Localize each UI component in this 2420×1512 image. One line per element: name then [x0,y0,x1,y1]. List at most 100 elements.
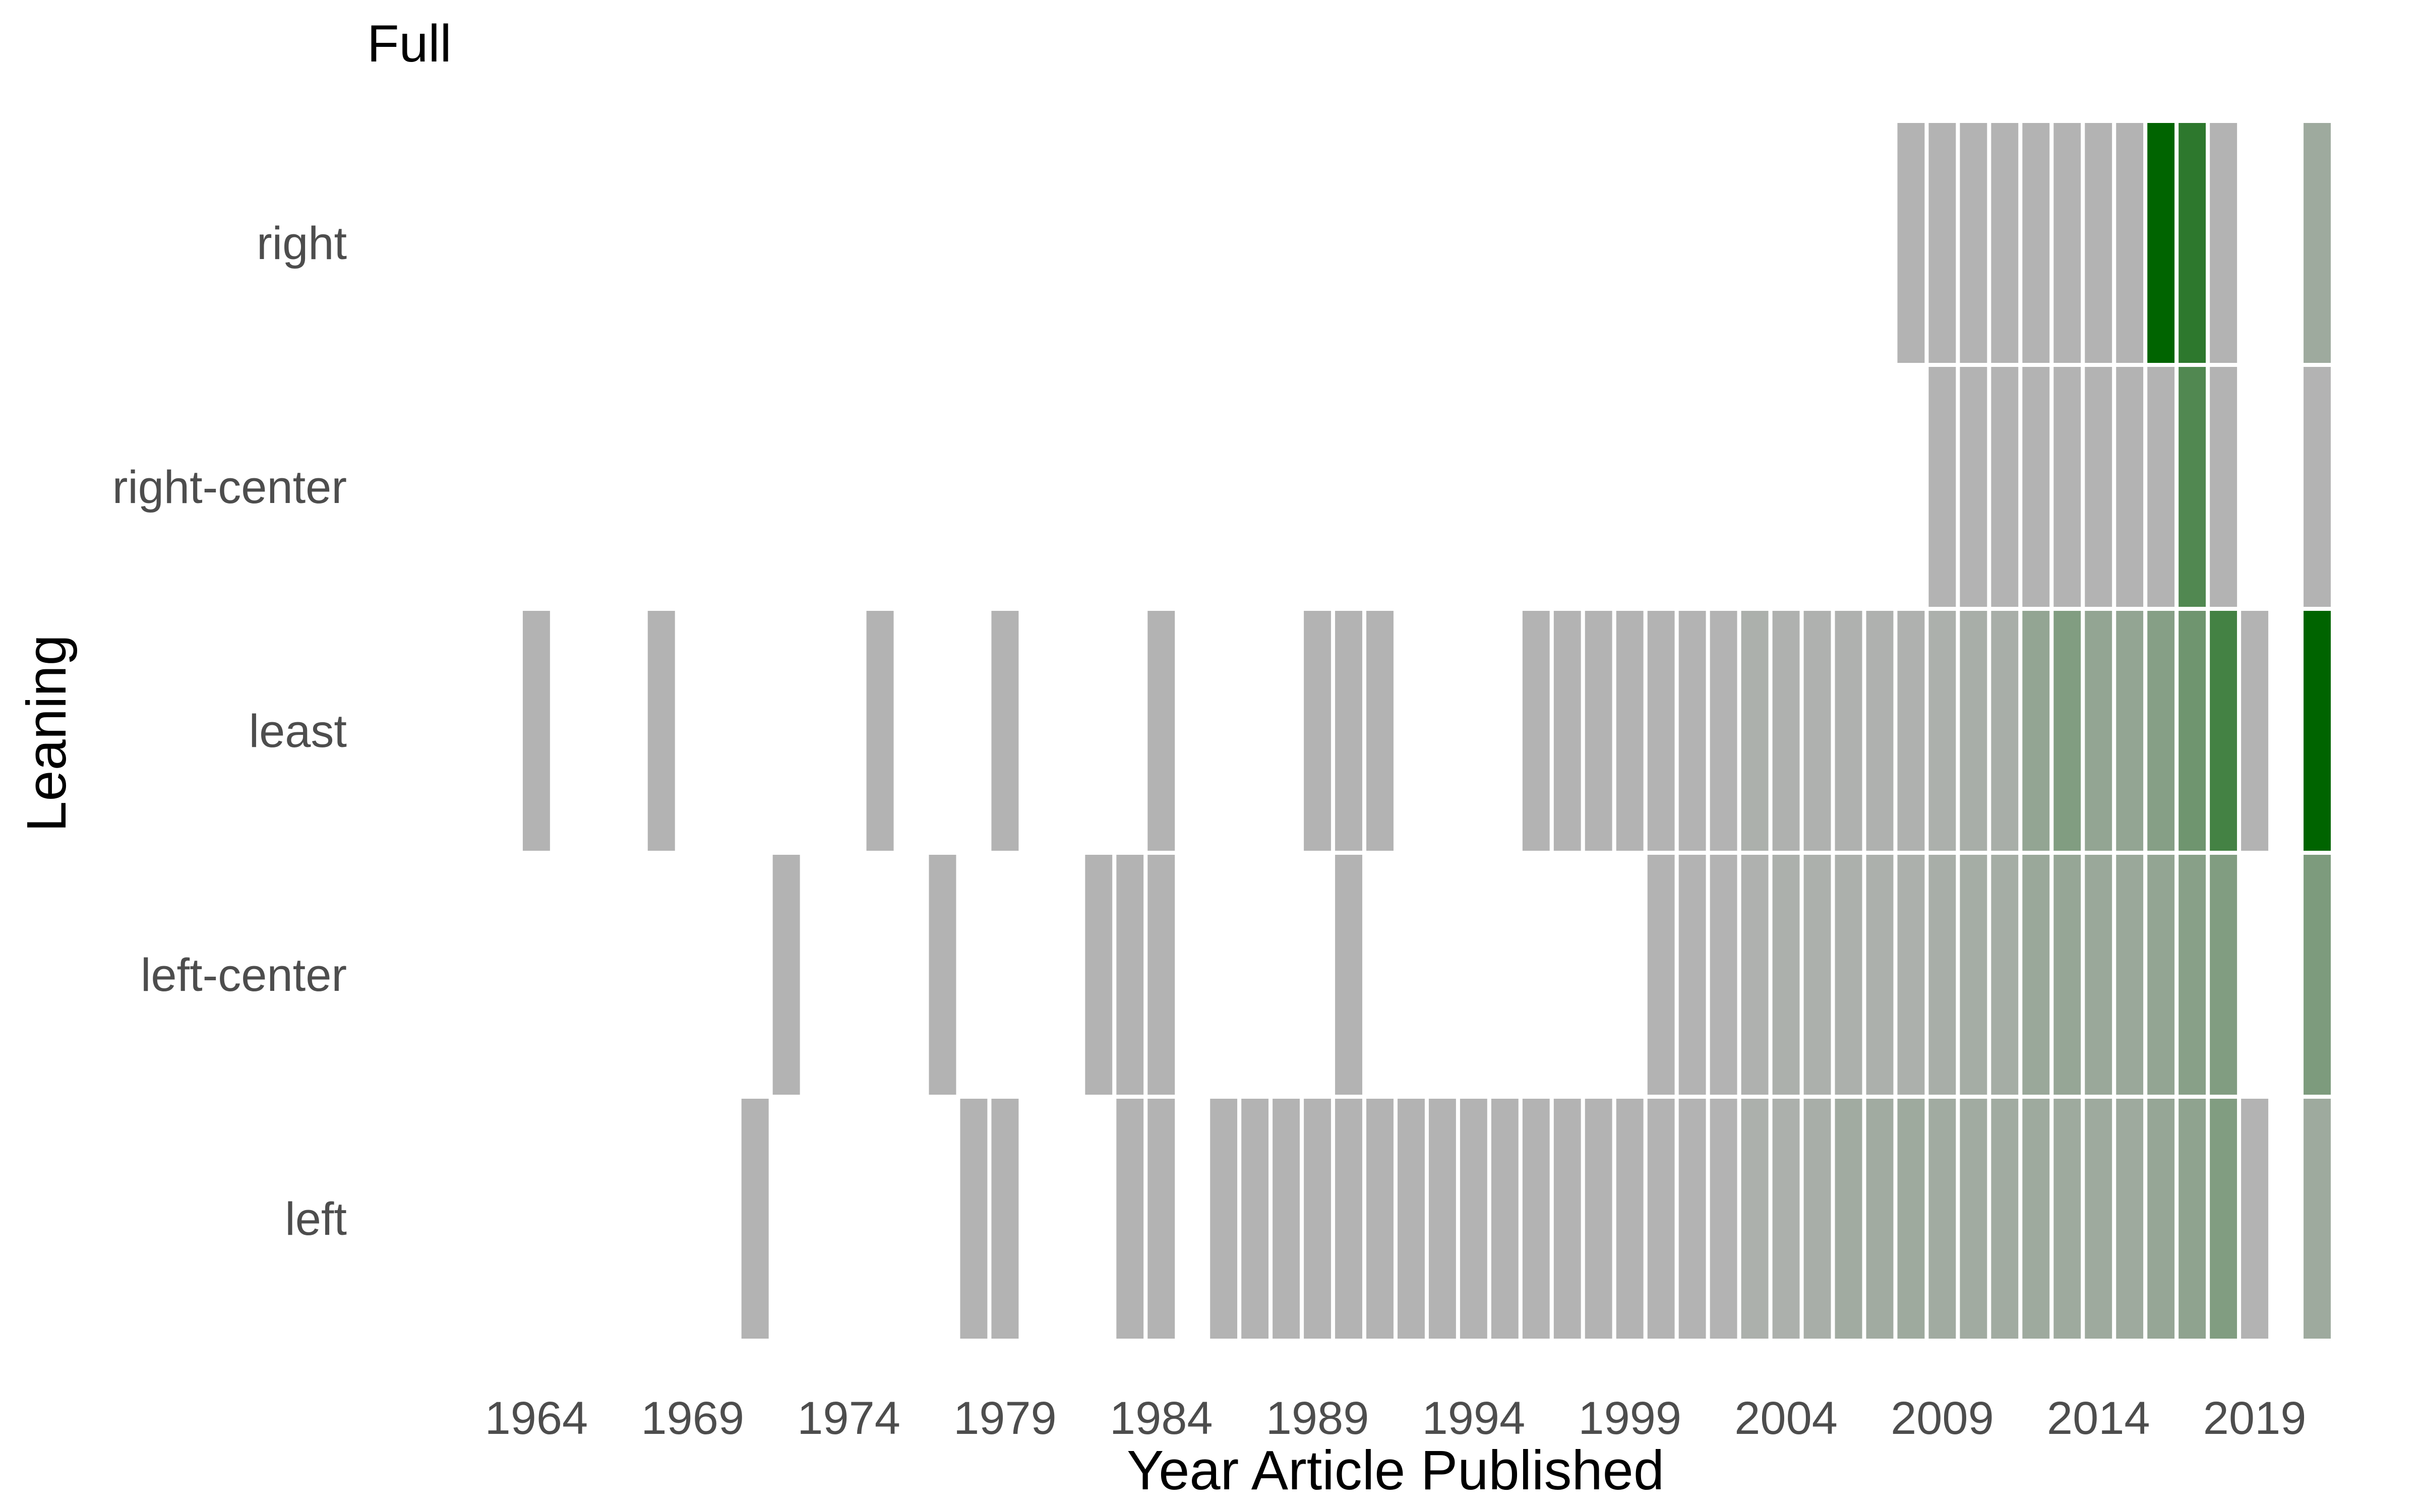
heatmap-cell-right-2008 [1893,119,1929,367]
heatmap-cell-left-2015 [2112,1095,2148,1343]
heatmap-cell-left-1988 [1268,1095,1304,1343]
heatmap-cell-least-1997 [1549,607,1585,855]
heatmap-cell-left-1994 [1456,1095,1491,1343]
x-tick-label-1964: 1964 [485,1393,588,1444]
heatmap-cell-left-center-1984 [1143,851,1179,1099]
heatmap-cell-left-2005 [1799,1095,1835,1343]
heatmap-cell-left-center-2015 [2112,851,2148,1099]
x-axis-ticks: 1964 1969 1974 1979 1984 1989 1994 1999 2004 2009… [485,1393,2307,1444]
heatmap-cell-least-1996 [1518,607,1554,855]
heatmap-cell-left-center-2007 [1862,851,1898,1099]
heatmap-cell-left-1987 [1237,1095,1273,1343]
heatmap-cell-right-2011 [1987,119,2023,367]
heatmap-cell-left-2017 [2174,1095,2210,1343]
heatmap-cell-right-2013 [2049,119,2085,367]
heatmap-cell-right-2009 [1924,119,1960,367]
heatmap-cell-least-2010 [1956,607,1991,855]
heatmap-cell-left-2004 [1768,1095,1804,1343]
x-tick-label-1999: 1999 [1578,1393,1681,1444]
heatmap-cell-right-2017 [2174,119,2210,367]
heatmap-cell-left-2009 [1924,1095,1960,1343]
heatmap-cell-left-2021 [2300,1095,2335,1343]
heatmap-cell-left-center-2002 [1706,851,1741,1099]
heatmap-cell-left-center-2006 [1831,851,1866,1099]
x-tick-label-2019: 2019 [2203,1393,2307,1444]
heatmap-cell-left-center-2021 [2300,851,2335,1099]
heatmap-cell-left-center-1977 [925,851,960,1099]
heatmap-cell-left-1986 [1206,1095,1242,1343]
heatmap-cell-left-1997 [1549,1095,1585,1343]
heatmap-cell-right-2018 [2206,119,2242,367]
heatmap-cells [518,119,2335,1343]
heatmap-cell-least-2004 [1768,607,1804,855]
heatmap-cell-left-center-2010 [1956,851,1991,1099]
heatmap-cell-least-2016 [2143,607,2179,855]
heatmap-cell-left-center-2011 [1987,851,2023,1099]
heatmap-cell-least-2021 [2300,607,2335,855]
heatmap-cell-right-center-2009 [1924,363,1960,611]
y-tick-label-left-center: left-center [141,950,347,1001]
heatmap-cell-right-center-2017 [2174,363,2210,611]
x-tick-label-1969: 1969 [641,1393,744,1444]
heatmap-cell-left-1979 [987,1095,1023,1343]
heatmap-cell-least-2012 [2018,607,2054,855]
heatmap-cell-left-2011 [1987,1095,2023,1343]
heatmap-cell-left-center-1982 [1081,851,1117,1099]
heatmap-cell-least-2015 [2112,607,2148,855]
heatmap-cell-least-1999 [1612,607,1648,855]
heatmap-cell-left-center-2017 [2174,851,2210,1099]
heatmap-cell-left-center-2005 [1799,851,1835,1099]
x-axis-title: Year Article Published [1127,1439,1664,1501]
heatmap-cell-least-1989 [1300,607,1336,855]
heatmap-cell-right-center-2013 [2049,363,2085,611]
x-tick-label-1984: 1984 [1110,1393,1213,1444]
heatmap-cell-least-2002 [1706,607,1741,855]
heatmap-cell-right-center-2021 [2300,363,2335,611]
heatmap-cell-least-2018 [2206,607,2242,855]
heatmap-cell-left-1983 [1112,1095,1148,1343]
heatmap-cell-left-1993 [1424,1095,1460,1343]
chart-title: Full [367,15,452,73]
heatmap-cell-left-center-2012 [2018,851,2054,1099]
heatmap-cell-right-center-2015 [2112,363,2148,611]
heatmap-cell-least-2003 [1737,607,1773,855]
heatmap-cell-left-2008 [1893,1095,1929,1343]
heatmap-cell-least-1979 [987,607,1023,855]
x-tick-label-1994: 1994 [1422,1393,1526,1444]
heatmap-cell-left-center-2008 [1893,851,1929,1099]
heatmap-cell-left-center-2014 [2081,851,2116,1099]
heatmap-cell-right-center-2018 [2206,363,2242,611]
heatmap-cell-left-1990 [1331,1095,1367,1343]
heatmap-cell-right-center-2014 [2081,363,2116,611]
heatmap-cell-right-center-2012 [2018,363,2054,611]
y-axis-ticks: left left-center least right-center right [112,218,347,1245]
heatmap-cell-least-1998 [1581,607,1616,855]
heatmap-cell-right-2015 [2112,119,2148,367]
heatmap-cell-left-center-2016 [2143,851,2179,1099]
heatmap-cell-left-2006 [1831,1095,1866,1343]
heatmap-cell-left-2002 [1706,1095,1741,1343]
heatmap-cell-right-2010 [1956,119,1991,367]
heatmap-cell-left-2012 [2018,1095,2054,1343]
heatmap-cell-right-center-2016 [2143,363,2179,611]
heatmap-cell-right-2012 [2018,119,2054,367]
heatmap-cell-left-2010 [1956,1095,1991,1343]
heatmap-cell-right-2021 [2300,119,2335,367]
heatmap-cell-least-2017 [2174,607,2210,855]
heatmap-cell-left-center-2003 [1737,851,1773,1099]
heatmap-cell-left-center-2018 [2206,851,2242,1099]
heatmap-cell-left-center-2013 [2049,851,2085,1099]
heatmap-cell-left-1992 [1394,1095,1429,1343]
heatmap-cell-least-1968 [643,607,679,855]
heatmap-cell-left-center-1972 [768,851,804,1099]
x-tick-label-1989: 1989 [1266,1393,1369,1444]
heatmap-cell-left-center-1990 [1331,851,1367,1099]
heatmap-cell-left-2014 [2081,1095,2116,1343]
heatmap-cell-least-2006 [1831,607,1866,855]
heatmap-cell-left-2016 [2143,1095,2179,1343]
heatmap-cell-least-2007 [1862,607,1898,855]
heatmap-cell-right-2016 [2143,119,2179,367]
heatmap-cell-left-1999 [1612,1095,1648,1343]
heatmap-cell-left-1995 [1487,1095,1523,1343]
